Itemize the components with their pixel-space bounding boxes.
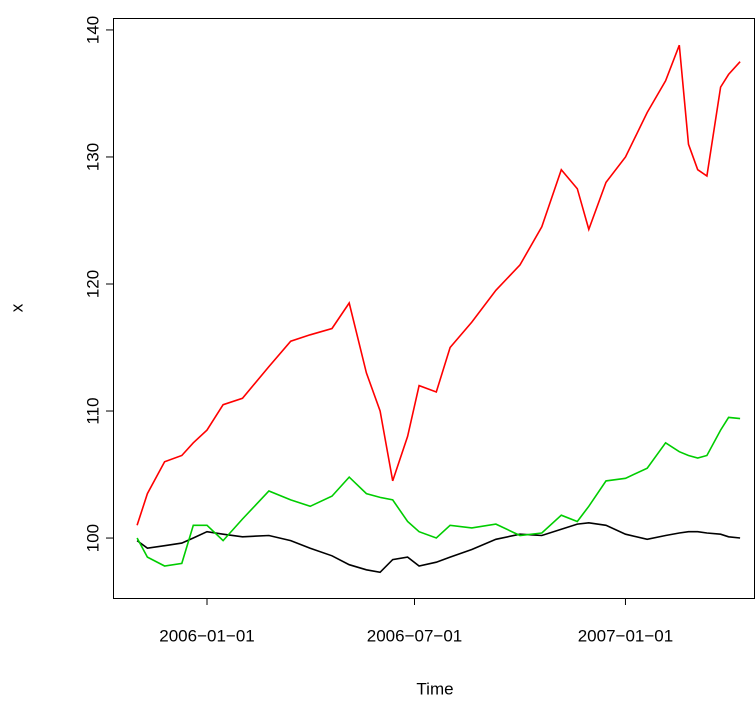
y-axis-label: x [7,303,26,312]
y-tick-label: 110 [83,397,102,424]
y-tick-label: 100 [83,524,102,552]
y-tick-label: 120 [83,270,102,298]
x-tick-label: 2006−07−01 [367,626,463,645]
x-axis-label: Time [416,679,453,698]
series-line [136,521,741,574]
x-tick-label: 2007−01−01 [578,626,674,645]
series-line [136,416,741,567]
plot-box [113,18,755,599]
y-tick-label: 140 [83,16,102,44]
x-tick-label: 2006−01−01 [159,626,255,645]
y-tick-label: 130 [83,143,102,171]
series-line [136,44,741,526]
